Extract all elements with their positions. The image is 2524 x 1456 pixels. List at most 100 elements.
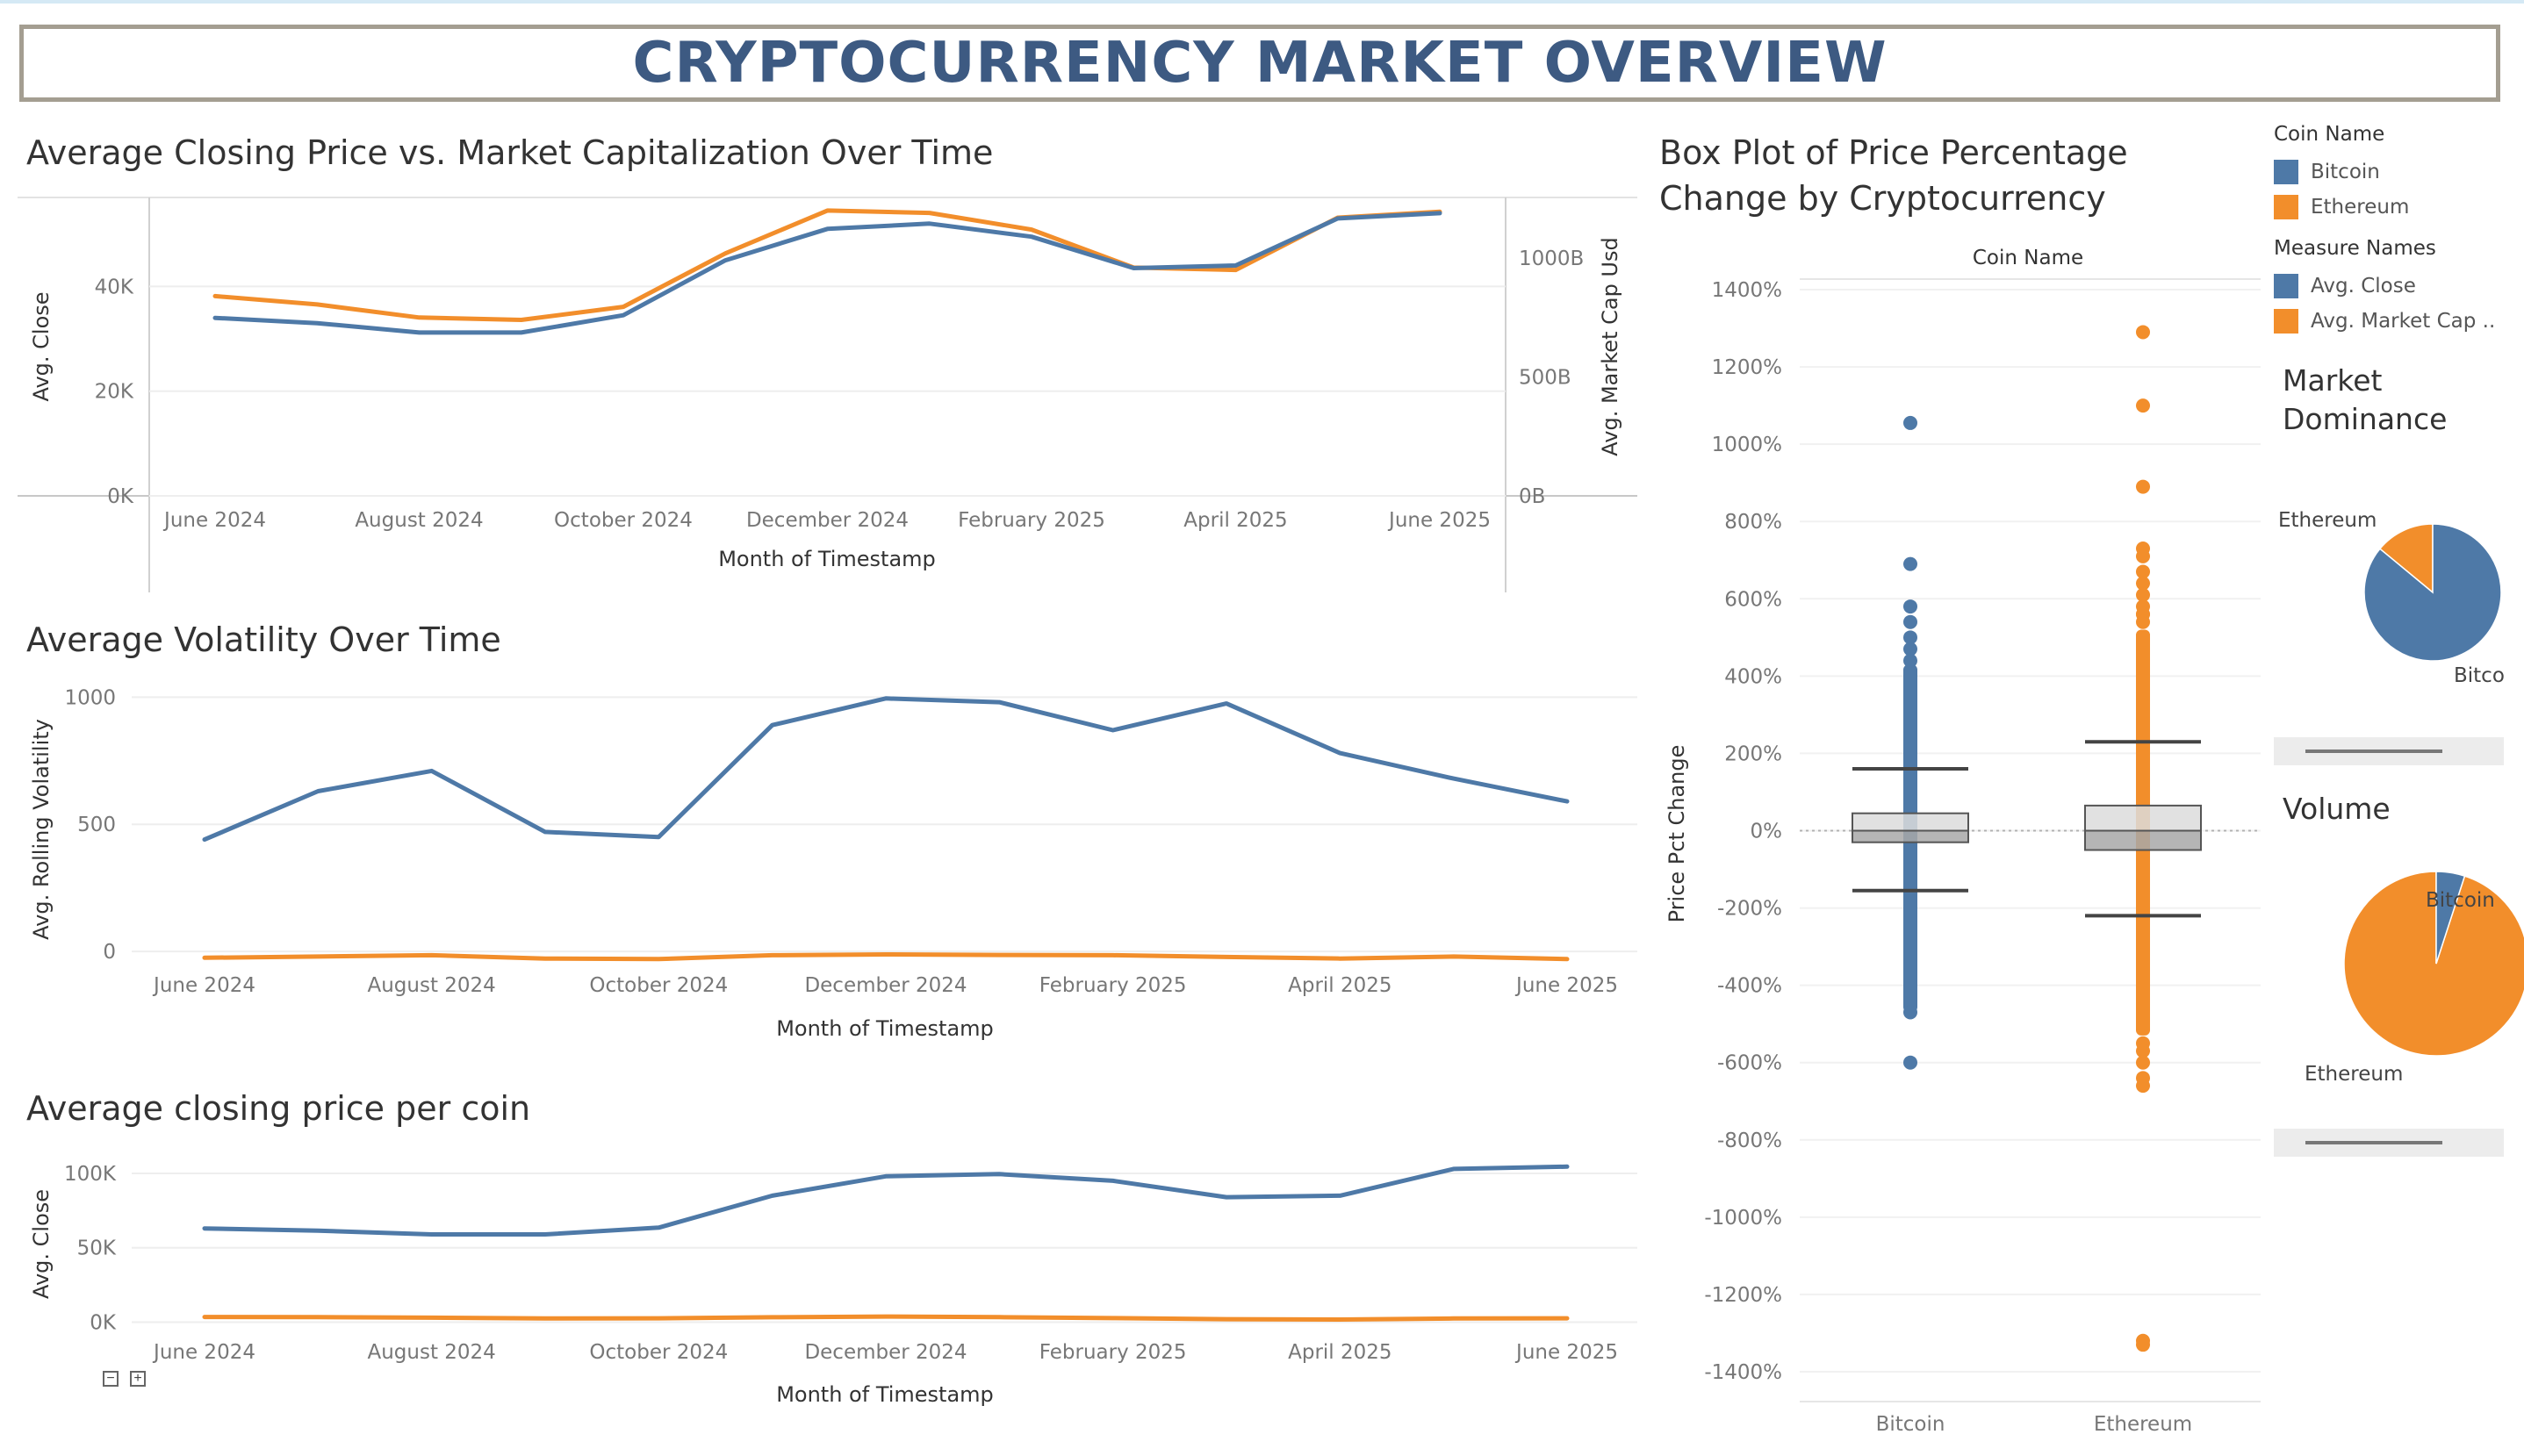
legend-swatch-avg-market-cap: [2274, 309, 2298, 334]
chart1-x-tick: October 2024: [554, 509, 693, 532]
chart2-title: Average Volatility Over Time: [26, 620, 501, 659]
chart1-x-tick: February 2025: [958, 509, 1105, 532]
boxplot-y-tick: -200%: [1717, 898, 1782, 921]
chart2-x-tick: June 2024: [152, 974, 255, 997]
legend-item-avg-close[interactable]: Avg. Close: [2274, 269, 2520, 304]
boxplot-ethereum-outlier: [2136, 325, 2150, 340]
chart1-y-tick: 20K: [95, 381, 134, 404]
boxplot-category-ethereum: Ethereum: [2094, 1413, 2192, 1436]
boxplot-ethereum-upper-box: [2084, 804, 2202, 832]
boxplot-ethereum-outlier: [2136, 1079, 2150, 1094]
boxplot-y-tick: 0%: [1751, 821, 1783, 843]
chart2-x-tick: October 2024: [589, 974, 728, 997]
zoom-in-button[interactable]: +: [130, 1371, 146, 1387]
chart1-x-tick: June 2024: [162, 509, 266, 532]
chart1-x-tick: December 2024: [746, 509, 909, 532]
legend-item-bitcoin[interactable]: Bitcoin: [2274, 154, 2520, 190]
chart1-title: Average Closing Price vs. Market Capital…: [26, 133, 994, 172]
chart2-x-tick: February 2025: [1039, 974, 1187, 997]
boxplot-bitcoin-outlier: [1903, 415, 1917, 430]
dashboard-title: CRYPTOCURRENCY MARKET OVERVIEW: [632, 31, 1888, 96]
market-dominance-title: Market Dominance: [2283, 363, 2448, 436]
chart2-x-label: Month of Timestamp: [776, 1016, 994, 1041]
chart3-x-tick: August 2024: [367, 1341, 495, 1364]
chart1-x-tick: June 2025: [1387, 509, 1491, 532]
boxplot-ethereum-outlier: [2136, 1055, 2150, 1070]
zoom-out-button[interactable]: −: [103, 1371, 119, 1387]
legend-label-ethereum: Ethereum: [2311, 196, 2410, 219]
volume-filter-slider[interactable]: [2274, 1129, 2504, 1157]
boxplot-header: Coin Name: [1973, 247, 2083, 269]
volume-pie-label-bitcoin: Bitcoin: [2426, 889, 2495, 912]
chart3-y-tick: 100K: [64, 1163, 117, 1186]
chart1-y-tick: 40K: [95, 276, 134, 298]
boxplot-y-tick: -1000%: [1704, 1207, 1782, 1230]
boxplot-y-tick: -800%: [1717, 1130, 1782, 1152]
boxplot-title: Box Plot of Price Percentage Change by C…: [1659, 133, 2128, 218]
boxplot-bitcoin-lower-box: [1852, 829, 1969, 843]
legend-swatch-avg-close: [2274, 274, 2298, 298]
boxplot-y-tick: 400%: [1724, 665, 1782, 688]
legend-coin-header: Coin Name: [2274, 123, 2385, 146]
chart1-x-tick: April 2025: [1183, 509, 1287, 532]
chart1-y-tick: 0K: [107, 485, 134, 508]
legend-swatch-bitcoin: [2274, 160, 2298, 184]
legend-label-avg-close: Avg. Close: [2311, 275, 2416, 298]
chart2-y-tick: 1000: [64, 686, 116, 709]
boxplot-ethereum-outlier: [2136, 564, 2150, 579]
chart3-x-tick: June 2024: [152, 1341, 255, 1364]
chart2-x-tick: April 2025: [1288, 974, 1391, 997]
chart3-x-label: Month of Timestamp: [776, 1382, 994, 1407]
chart3-y-tick: 0K: [90, 1312, 117, 1335]
boxplot-y-label: Price Pct Change: [1665, 745, 1689, 923]
chart1-y2-label: Avg. Market Cap Usd: [1598, 237, 1622, 455]
chart3-x-tick: April 2025: [1288, 1341, 1391, 1364]
legend-label-avg-market-cap: Avg. Market Cap ..: [2311, 310, 2496, 333]
chart3-x-tick: December 2024: [804, 1341, 967, 1364]
chart2-x-tick: December 2024: [804, 974, 967, 997]
volume-title: Volume: [2283, 792, 2391, 826]
top-accent-line: [0, 0, 2524, 4]
boxplot-bitcoin-outlier: [1903, 653, 1917, 668]
volume-pie-label-ethereum: Ethereum: [2305, 1063, 2403, 1086]
boxplot-y-tick: 200%: [1724, 742, 1782, 765]
chart1-series-avg-market-cap: [212, 208, 1442, 322]
chart1-x-tick: August 2024: [355, 509, 483, 532]
boxplot-y-tick: 1000%: [1712, 434, 1782, 456]
dominance-pie-label-bitcoin: Bitco: [2454, 664, 2505, 687]
boxplot-ethereum-outlier: [2136, 587, 2150, 602]
boxplot-bitcoin-outlier: [1903, 599, 1917, 614]
boxplot-category-bitcoin: Bitcoin: [1876, 1413, 1945, 1436]
legend-item-avg-market-cap[interactable]: Avg. Market Cap ..: [2274, 304, 2520, 339]
chart2-y-tick: 0: [103, 941, 116, 964]
boxplot-ethereum-outlier: [2136, 479, 2150, 494]
chart3-x-tick: February 2025: [1039, 1341, 1187, 1364]
chart3-title: Average closing price per coin: [26, 1089, 531, 1128]
boxplot-bitcoin-outlier: [1903, 1005, 1917, 1020]
boxplot-y-tick: -400%: [1717, 975, 1782, 998]
volume-pie-slice-bitcoin: [2435, 871, 2466, 965]
chart3-series-ethereum: [202, 1314, 1570, 1322]
chart1-y2-tick: 500B: [1519, 367, 1571, 390]
legend-item-ethereum[interactable]: Ethereum: [2274, 190, 2520, 225]
legend-panel: Coin Name Bitcoin Ethereum Measure Names…: [2274, 123, 2520, 339]
chart1-series-avg-close: [212, 211, 1442, 335]
chart1-y2-tick: 1000B: [1519, 247, 1584, 270]
legend-measure-header: Measure Names: [2274, 237, 2436, 260]
chart2-series-bitcoin: [202, 696, 1570, 843]
boxplot-bitcoin-outlier: [1903, 1055, 1917, 1070]
boxplot-ethereum-outlier: [2136, 398, 2150, 413]
boxplot-ethereum-outlier: [2136, 1044, 2150, 1058]
chart1-y2-tick: 0B: [1519, 485, 1545, 508]
chart3-series-bitcoin: [202, 1164, 1570, 1237]
boxplot-y-tick: 600%: [1724, 588, 1782, 611]
legend-swatch-ethereum: [2274, 195, 2298, 219]
boxplot-y-tick: 800%: [1724, 511, 1782, 534]
dominance-filter-slider[interactable]: [2274, 737, 2504, 765]
chart3-y-label: Avg. Close: [29, 1189, 54, 1299]
boxplot-bitcoin-outlier: [1903, 630, 1917, 645]
chart2-y-tick: 500: [77, 814, 116, 836]
chart2-y-label: Avg. Rolling Volatility: [29, 719, 54, 940]
boxplot-bitcoin-upper-box: [1852, 812, 1969, 832]
